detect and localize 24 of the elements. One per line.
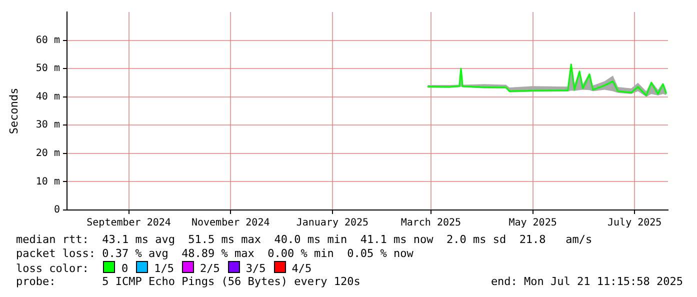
legend-title: loss color: (16, 262, 89, 275)
y-tick-label: 30 m (36, 120, 60, 131)
y-tick-label: 50 m (36, 63, 60, 74)
x-tick-label: July 2025 (608, 218, 662, 229)
x-tick-label: November 2024 (191, 218, 270, 229)
text: median rtt: 43.1 ms avg 51.5 ms max 40.0 ms min 41.1 ms now 2.0 ms sd 21.8 am/s (16, 233, 594, 247)
text: probe: 5 ICMP Echo Pings (56 Bytes) every 120s (16, 275, 360, 288)
legend-label: 3/5 (246, 262, 266, 275)
y-tick-label: 20 m (36, 148, 60, 160)
legend-label: 2/5 (200, 262, 220, 275)
y-tick-label: 60 m (36, 34, 60, 46)
legend-label: 1/5 (154, 262, 174, 275)
text: end: Mon Jul 21 11:15:58 2025 (490, 275, 683, 289)
legend-label: 4/5 (292, 262, 312, 275)
y-tick-label: 10 m (36, 176, 60, 188)
y-axis-title: Seconds (7, 88, 20, 134)
y-tick-label: 40 m (36, 91, 60, 102)
x-tick-label: March 2025 (400, 218, 462, 229)
x-tick-label: January 2025 (296, 218, 369, 229)
legend-label: 0 (121, 262, 128, 275)
x-tick-label: May 2025 (508, 218, 557, 229)
y-tick-label: 0 (54, 204, 60, 216)
x-tick-label: September 2024 (86, 218, 171, 229)
text: packet loss: 0.37 % avg 48.89 % max 0.00 % min 0.05 % now (16, 247, 414, 261)
